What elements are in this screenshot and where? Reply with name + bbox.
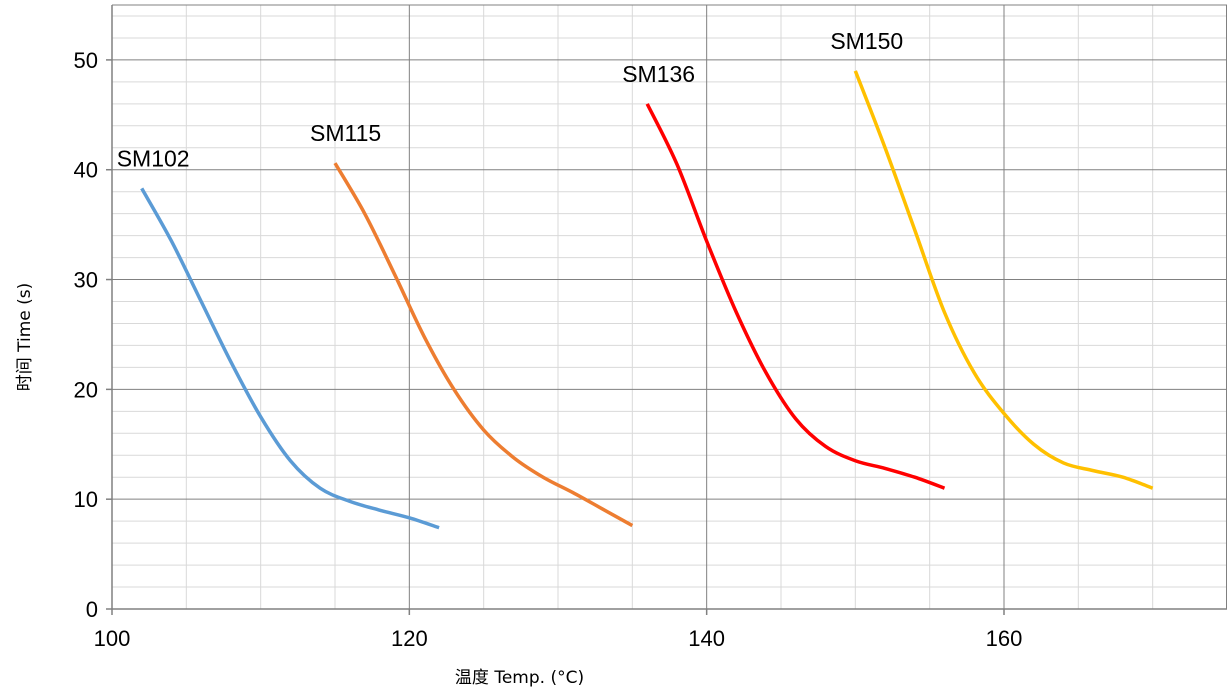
series-label-sm102: SM102 [117, 145, 190, 171]
series-lines [140, 70, 1154, 530]
axes [106, 5, 1227, 615]
y-axis-title: 时间 Time (s) [15, 283, 35, 392]
y-tick-label: 0 [86, 597, 98, 622]
x-tick-label: 160 [986, 626, 1023, 651]
plot-background [112, 5, 1227, 609]
series-line-sm136 [645, 103, 946, 490]
series-labels: SM102 SM115 SM136 SM150 [117, 28, 903, 172]
series-label-sm115: SM115 [310, 120, 381, 146]
x-tick-label: 120 [391, 626, 428, 651]
series-label-sm150: SM150 [830, 28, 903, 54]
y-tick-label: 30 [74, 268, 98, 293]
y-tick-label: 50 [74, 48, 98, 73]
x-tick-label: 140 [688, 626, 725, 651]
tick-labels: 0 10 20 30 40 50 100 120 140 160 [74, 48, 1023, 651]
series-label-sm136: SM136 [622, 61, 695, 87]
series-line-sm102 [140, 187, 440, 530]
y-tick-label: 20 [74, 377, 98, 402]
y-tick-label: 40 [74, 158, 98, 183]
series-line-sm150 [853, 70, 1154, 490]
x-axis-title: 温度 Temp. (°C) [455, 668, 584, 688]
minor-gridlines [112, 5, 1227, 609]
series-line-sm115 [333, 162, 634, 528]
y-tick-label: 10 [74, 487, 98, 512]
x-tick-label: 100 [94, 626, 131, 651]
